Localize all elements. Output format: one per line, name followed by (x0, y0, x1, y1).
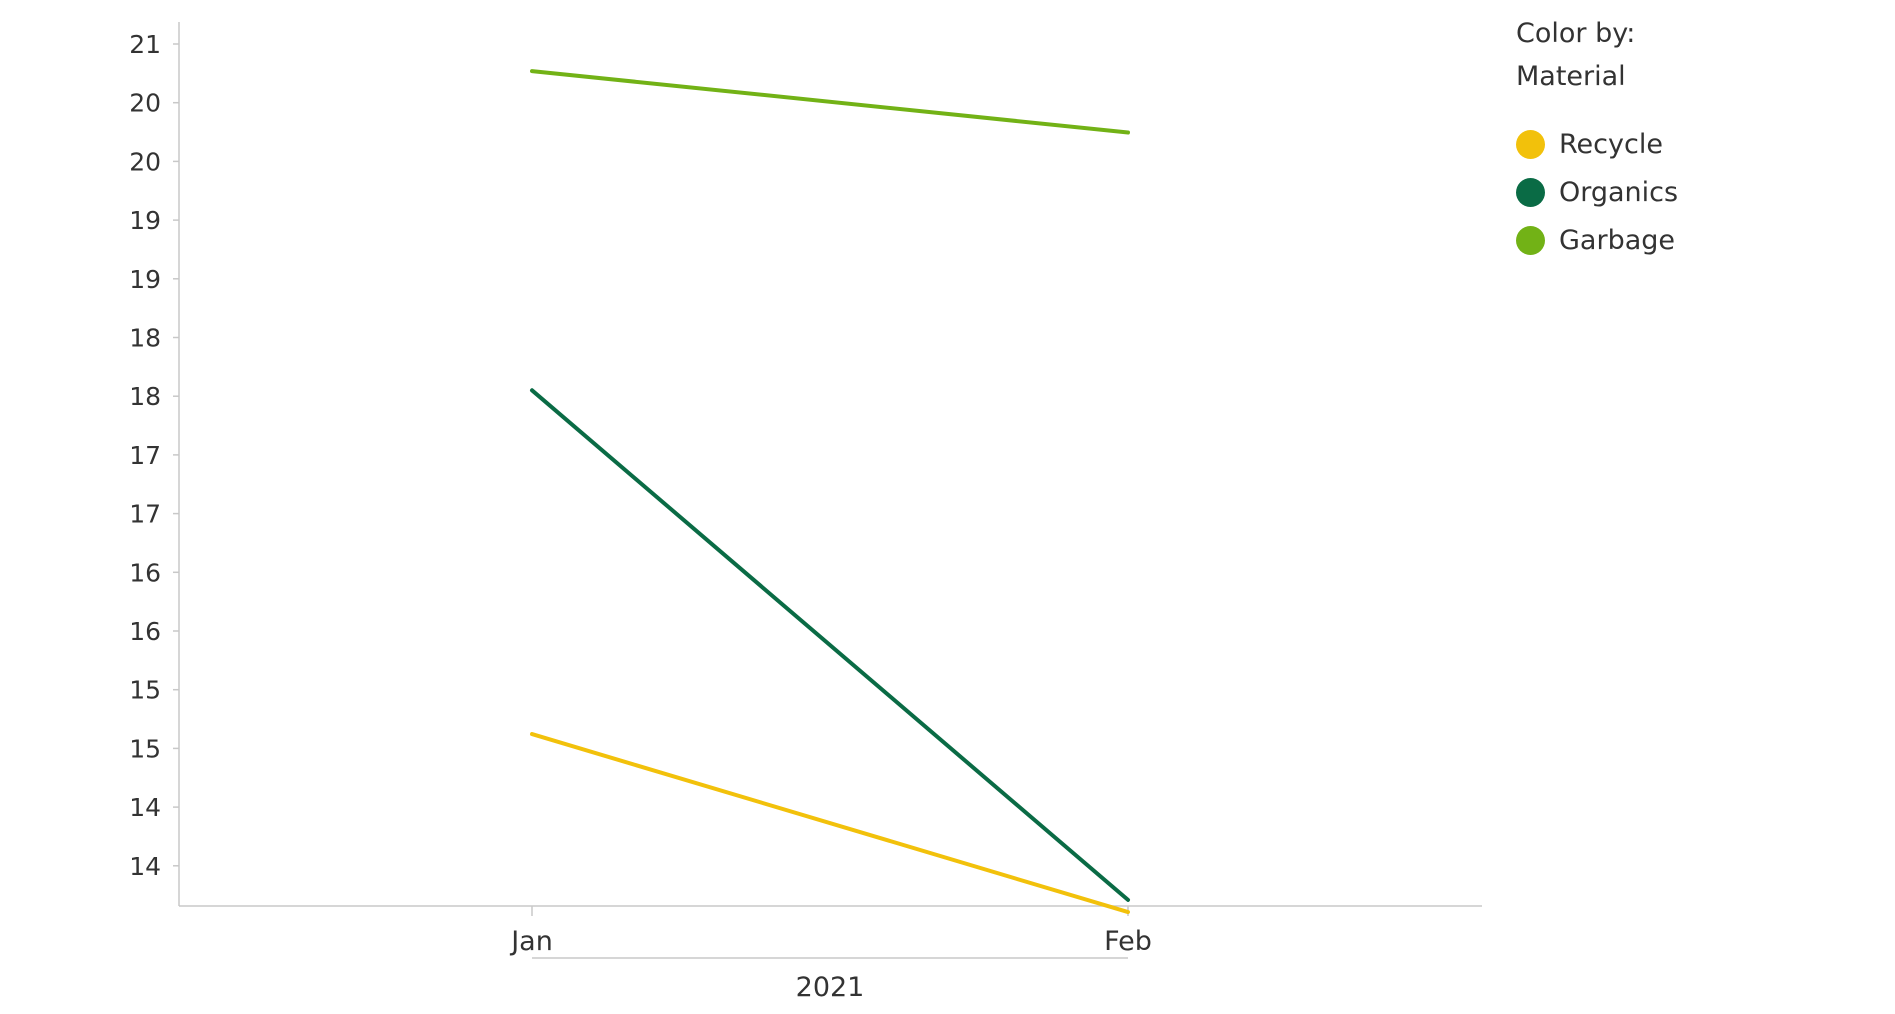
y-tick-label: 15 (129, 734, 161, 763)
y-axis: 21 20 20 19 19 18 18 17 17 16 16 15 15 14 14 (129, 22, 180, 906)
series-line-garbage[interactable] (530, 69, 1130, 135)
y-tick-label: 14 (129, 793, 161, 822)
series-line-organics[interactable] (530, 388, 1130, 902)
legend-title-line1: Color by: (1516, 18, 1636, 49)
y-tick-label: 16 (129, 617, 161, 646)
y-tick-label: 19 (129, 265, 161, 294)
y-tick-label: 15 (129, 676, 161, 705)
y-tick-label: 20 (129, 89, 161, 118)
y-tick-label: 14 (129, 852, 161, 881)
x-group-label: 2021 (796, 972, 865, 1003)
legend-label-organics: Organics (1559, 176, 1679, 208)
y-tick-label: 16 (129, 558, 161, 587)
legend-item-garbage[interactable]: Garbage (1516, 216, 1678, 264)
y-tick-label: 17 (129, 441, 161, 470)
legend: Color by: Material Recycle Organics Garb… (1516, 12, 1678, 264)
y-tick-label: 20 (129, 147, 161, 176)
legend-swatch-recycle (1516, 129, 1545, 159)
legend-item-recycle[interactable]: Recycle (1516, 120, 1678, 168)
y-tick-label: 19 (129, 206, 161, 235)
x-axis: Jan Feb 2021 (179, 905, 1482, 1003)
legend-item-organics[interactable]: Organics (1516, 168, 1678, 216)
y-tick-label: 17 (129, 500, 161, 529)
legend-label-recycle: Recycle (1559, 128, 1663, 160)
y-tick-label: 18 (129, 382, 161, 411)
legend-swatch-garbage (1516, 225, 1545, 255)
legend-title-line2: Material (1516, 61, 1626, 92)
legend-swatch-organics (1516, 177, 1545, 207)
x-tick-label-jan: Jan (509, 926, 553, 957)
legend-label-garbage: Garbage (1559, 224, 1676, 256)
y-tick-label: 21 (129, 30, 161, 59)
series-layer (530, 69, 1130, 915)
legend-items: Recycle Organics Garbage (1516, 120, 1678, 264)
x-tick-label-feb: Feb (1104, 926, 1152, 957)
series-line-recycle[interactable] (530, 732, 1130, 915)
y-tick-label: 18 (129, 324, 161, 353)
